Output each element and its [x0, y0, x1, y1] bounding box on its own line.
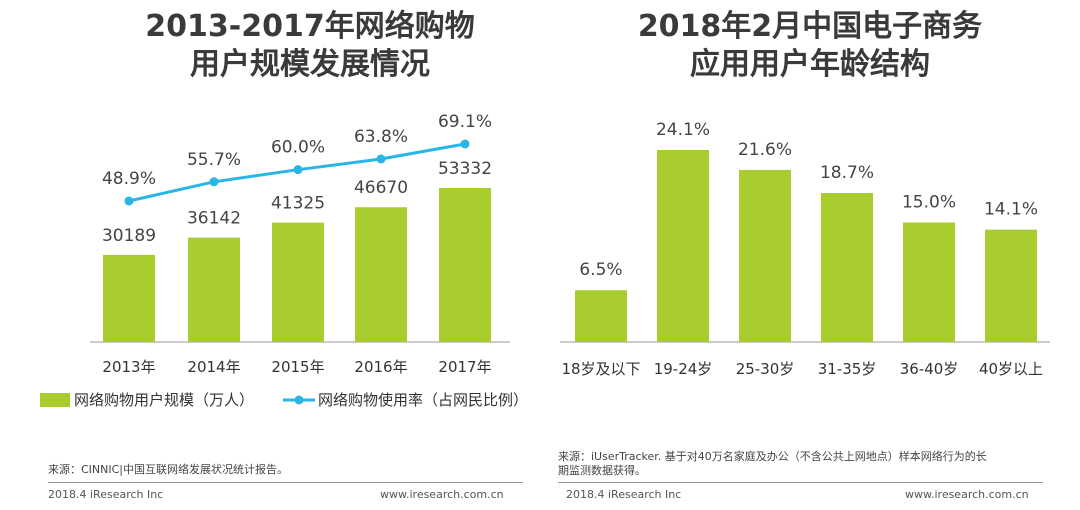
left-footer-rule [48, 482, 523, 483]
legend-line-marker [294, 395, 304, 405]
right-source-line2: 期监测数据获得。 [558, 464, 646, 477]
right-bar-3 [821, 193, 873, 342]
right-x-tick-5: 40岁以上 [979, 360, 1043, 378]
right-chart-title: 2018年2月中国电子商务 应用用户年龄结构 [560, 8, 1060, 84]
left-line-label-4: 69.1% [438, 112, 492, 132]
left-chart-title: 2013-2017年网络购物 用户规模发展情况 [90, 8, 530, 84]
right-bar-1 [657, 150, 709, 342]
right-bar-label-4: 15.0% [902, 192, 956, 212]
left-bar-label-3: 46670 [354, 178, 408, 198]
left-line-point-1 [209, 177, 219, 187]
left-line-point-3 [376, 154, 386, 164]
right-x-tick-2: 25-30岁 [736, 360, 795, 378]
left-source-note: 来源：CINNIC|中国互联网络发展状况统计报告。 [48, 463, 289, 476]
left-bar-1 [188, 237, 240, 342]
left-x-tick-1: 2014年 [187, 358, 240, 376]
right-x-tick-1: 19-24岁 [654, 360, 713, 378]
right-chart-title-line2: 应用用户年龄结构 [690, 47, 930, 82]
right-chart-title-line1: 2018年2月中国电子商务 [637, 9, 983, 44]
left-bar-3 [355, 207, 407, 342]
left-x-tick-2: 2015年 [271, 358, 324, 376]
right-bar-label-5: 14.1% [984, 200, 1038, 220]
left-line-label-2: 60.0% [271, 138, 325, 158]
left-x-tick-4: 2017年 [438, 358, 491, 376]
right-bar-4 [903, 222, 955, 342]
legend-bar-swatch [40, 393, 70, 407]
right-bar-label-3: 18.7% [820, 163, 874, 183]
left-bar-2 [272, 222, 324, 342]
left-bar-label-4: 53332 [438, 159, 492, 179]
right-bar-0 [575, 290, 627, 342]
legend-line-label: 网络购物使用率（占网民比例） [318, 391, 528, 409]
right-bar-label-1: 24.1% [656, 120, 710, 140]
left-bar-label-1: 36142 [187, 209, 241, 229]
left-footer-website: www.iresearch.com.cn [380, 488, 504, 501]
left-line-label-0: 48.9% [102, 169, 156, 189]
left-bar-label-0: 30189 [102, 226, 156, 246]
right-bar-label-0: 6.5% [579, 260, 622, 280]
right-bar-2 [739, 169, 791, 342]
left-bar-0 [103, 254, 155, 342]
left-bar-4 [439, 188, 491, 342]
left-line-point-2 [293, 165, 303, 175]
legend-bar-label: 网络购物用户规模（万人） [74, 391, 254, 409]
right-source-note: 来源：iUserTracker. 基于对40万名家庭及办公（不含公共上网地点）样… [558, 450, 1058, 478]
right-source-line1: 来源：iUserTracker. 基于对40万名家庭及办公（不含公共上网地点）样… [558, 450, 987, 463]
left-footer-copyright: 2018.4 iResearch Inc [48, 488, 164, 501]
right-bar-label-2: 21.6% [738, 140, 792, 160]
right-footer-website: www.iresearch.com.cn [905, 488, 1029, 501]
left-line-point-0 [124, 196, 134, 206]
right-bar-5 [985, 229, 1037, 342]
right-x-tick-3: 31-35岁 [818, 360, 877, 378]
left-x-tick-3: 2016年 [354, 358, 407, 376]
left-chart-title-line2: 用户规模发展情况 [190, 47, 430, 82]
right-x-tick-0: 18岁及以下 [561, 360, 640, 378]
left-chart-title-line1: 2013-2017年网络购物 [145, 9, 475, 44]
left-line-label-3: 63.8% [354, 127, 408, 147]
left-x-tick-0: 2013年 [102, 358, 155, 376]
right-footer-rule [558, 482, 1043, 483]
left-bar-label-2: 41325 [271, 194, 325, 214]
right-x-tick-4: 36-40岁 [900, 360, 959, 378]
left-line-label-1: 55.7% [187, 150, 241, 170]
right-footer-copyright: 2018.4 iResearch Inc [566, 488, 682, 501]
left-line-point-4 [460, 139, 470, 149]
